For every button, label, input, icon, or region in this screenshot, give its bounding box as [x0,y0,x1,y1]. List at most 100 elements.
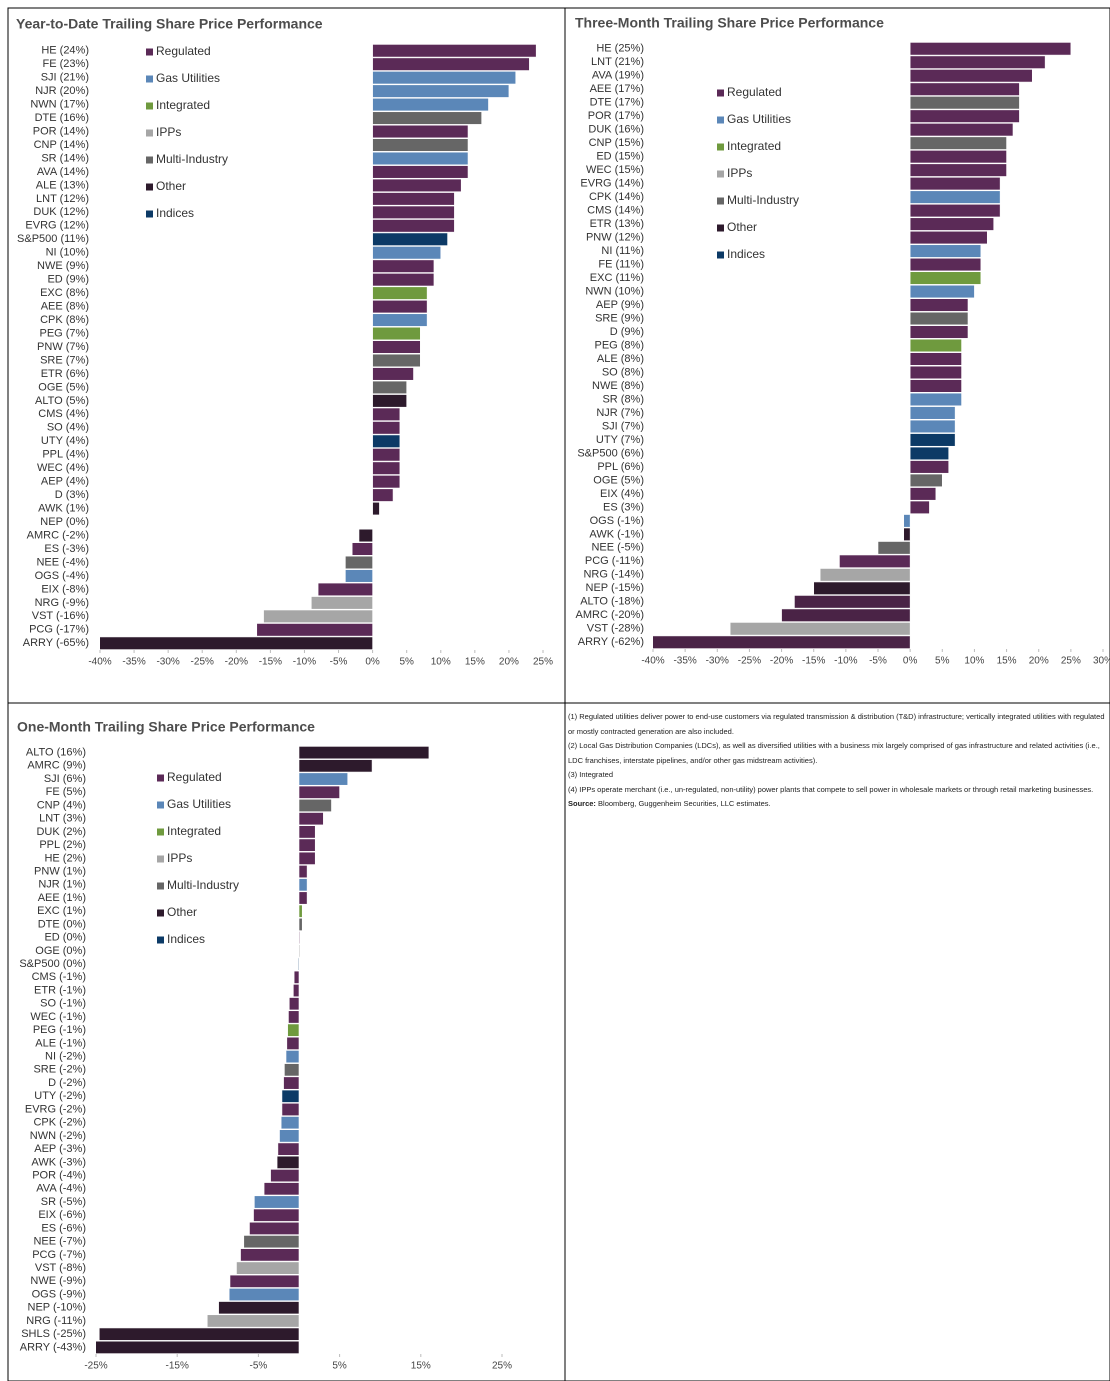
category-label: OGE (0%) [35,945,86,957]
category-label: DTE (17%) [590,97,644,109]
legend-swatch [157,936,164,944]
x-tick-label: -40% [641,656,664,667]
bar [358,528,373,543]
category-label: SO (8%) [602,366,644,378]
outer-border [7,7,1110,1381]
bar [372,313,428,327]
legend-label: Regulated [167,770,222,784]
bar [298,759,373,773]
x-tick-label: 10% [964,656,984,667]
category-label: PEG (7%) [39,327,89,339]
bar [909,55,1046,69]
x-tick-label: -10% [293,657,316,668]
bar [372,367,414,381]
category-label: NI (-2%) [45,1051,86,1063]
category-label: ED (0%) [44,932,86,944]
category-label: DTE (0%) [38,918,86,930]
bar [372,488,394,502]
category-label: ES (-3%) [44,543,89,555]
bar [372,232,448,246]
x-tick-label: 10% [431,657,451,668]
bar [909,109,1020,123]
bar [909,392,962,407]
x-tick-label: -40% [88,657,111,668]
category-label: SJI (7%) [602,420,644,432]
category-label: NJR (7%) [596,407,644,419]
bar [372,97,489,112]
bar [372,394,407,408]
bar [281,1089,300,1103]
x-tick-label: -25% [738,656,761,667]
category-label: ALE (8%) [597,353,644,365]
bar [372,273,435,287]
category-label: PEG (-1%) [33,1024,86,1036]
bar [372,71,517,85]
category-label: EXC (8%) [40,287,89,299]
x-tick-label: 15% [997,656,1017,667]
category-label: UTY (-2%) [34,1090,86,1102]
bar [909,338,962,353]
category-label: SRE (9%) [595,312,644,324]
legend-swatch [717,197,724,205]
bar [372,353,421,368]
bar [909,365,962,380]
bar [249,1221,300,1235]
bar [909,311,969,326]
bar [345,555,373,570]
category-label: AVA (-4%) [36,1183,86,1195]
x-tick-label: -5% [250,1361,268,1372]
bar [909,419,956,434]
bar [372,326,421,341]
bar [288,997,300,1011]
category-label: PPL (4%) [42,449,89,461]
category-label: NEP (-15%) [586,582,644,594]
legend-swatch [717,170,724,178]
bar [372,299,428,314]
footnote: (2) Local Gas Distribution Companies (LD… [568,741,1100,765]
bar [345,569,373,583]
bar [372,246,442,260]
x-tick-label: -15% [802,656,825,667]
category-label: NEP (0%) [40,516,89,528]
source-line: Source: Bloomberg, Guggenheim Securities… [568,797,1105,812]
bar [298,917,303,931]
category-label: NWE (8%) [592,380,644,392]
x-tick-label: 20% [1029,656,1049,667]
category-label: CPK (-2%) [33,1117,86,1129]
category-label: NEE (-4%) [36,556,89,568]
category-label: OGE (5%) [593,474,644,486]
bar [909,473,943,488]
x-tick-label: -5% [869,656,887,667]
category-label: FE (5%) [46,786,86,798]
x-tick-label: 25% [492,1361,512,1372]
x-tick-label: -30% [706,656,729,667]
category-label: S&P500 (6%) [577,447,644,459]
bar [98,1327,300,1341]
x-tick-label: -35% [122,657,145,668]
bar [298,772,349,786]
x-tick-label: -15% [259,657,282,668]
bar [909,257,982,272]
legend-swatch [146,102,153,110]
category-label: ARRY (-43%) [20,1341,86,1353]
bar [813,581,911,595]
category-label: AWK (-3%) [31,1156,86,1168]
bar [351,542,373,556]
category-label: NJR (1%) [38,879,86,891]
bar [909,69,1033,83]
bar [372,407,401,421]
bar [240,1248,300,1262]
category-label: EVRG (14%) [580,178,644,190]
legend-label: Integrated [156,98,210,112]
legend-swatch [717,143,724,151]
x-tick-label: 0% [365,657,380,668]
category-label: PEG (8%) [594,339,644,351]
bar [277,1142,300,1156]
category-label: ETR (6%) [41,368,89,380]
category-label: ED (9%) [47,274,89,286]
x-tick-label: 25% [533,657,553,668]
category-label: EXC (11%) [590,272,644,284]
legend-label: Multi-Industry [156,152,228,166]
x-tick-label: -10% [834,656,857,667]
